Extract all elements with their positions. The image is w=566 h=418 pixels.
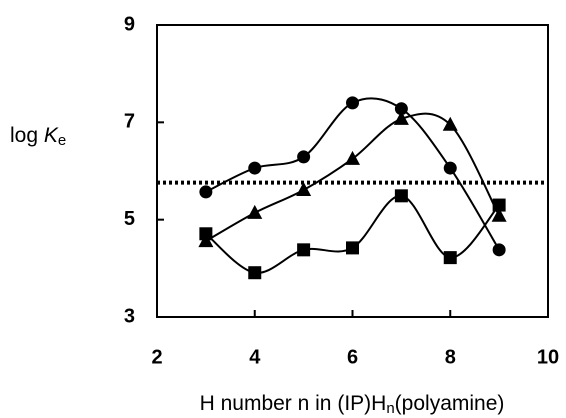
marker xyxy=(443,251,457,265)
marker xyxy=(491,207,507,222)
x-tick-label: 6 xyxy=(347,346,358,368)
x-tick-label: 10 xyxy=(537,346,559,368)
marker xyxy=(394,189,408,203)
marker xyxy=(394,102,408,116)
marker xyxy=(199,185,213,199)
x-label-part: n xyxy=(386,400,394,417)
marker xyxy=(346,241,359,255)
marker xyxy=(346,96,359,110)
marker xyxy=(442,116,458,131)
marker xyxy=(492,198,506,212)
y-tick-label: 3 xyxy=(124,305,135,327)
marker xyxy=(296,181,312,196)
x-tick-label: 8 xyxy=(445,346,456,368)
x-tick-label: 4 xyxy=(249,346,261,368)
y-label-part: K xyxy=(44,124,59,147)
marker xyxy=(345,150,360,165)
y-tick-label: 5 xyxy=(124,208,135,230)
x-axis-label: H number n in (IP)Hn(polyamine) xyxy=(200,392,505,417)
marker xyxy=(199,227,213,241)
series-line xyxy=(205,97,500,251)
marker xyxy=(297,243,311,257)
x-tick-label: 2 xyxy=(151,346,162,368)
marker xyxy=(443,161,457,175)
marker xyxy=(248,266,262,280)
series-line xyxy=(205,112,501,242)
y-label-part: log xyxy=(10,124,44,147)
plot-frame xyxy=(156,24,549,318)
marker xyxy=(247,204,263,219)
y-axis-label: log Ke xyxy=(10,124,66,149)
marker xyxy=(297,150,311,164)
x-label-part: (polyamine) xyxy=(395,392,505,415)
y-tick-label: 9 xyxy=(124,13,135,35)
x-label-part: H number n in (IP)H xyxy=(200,392,387,415)
marker xyxy=(248,161,262,175)
y-tick-label: 7 xyxy=(124,111,135,133)
marker xyxy=(393,110,409,125)
marker xyxy=(492,243,506,257)
y-label-part: e xyxy=(58,132,66,149)
